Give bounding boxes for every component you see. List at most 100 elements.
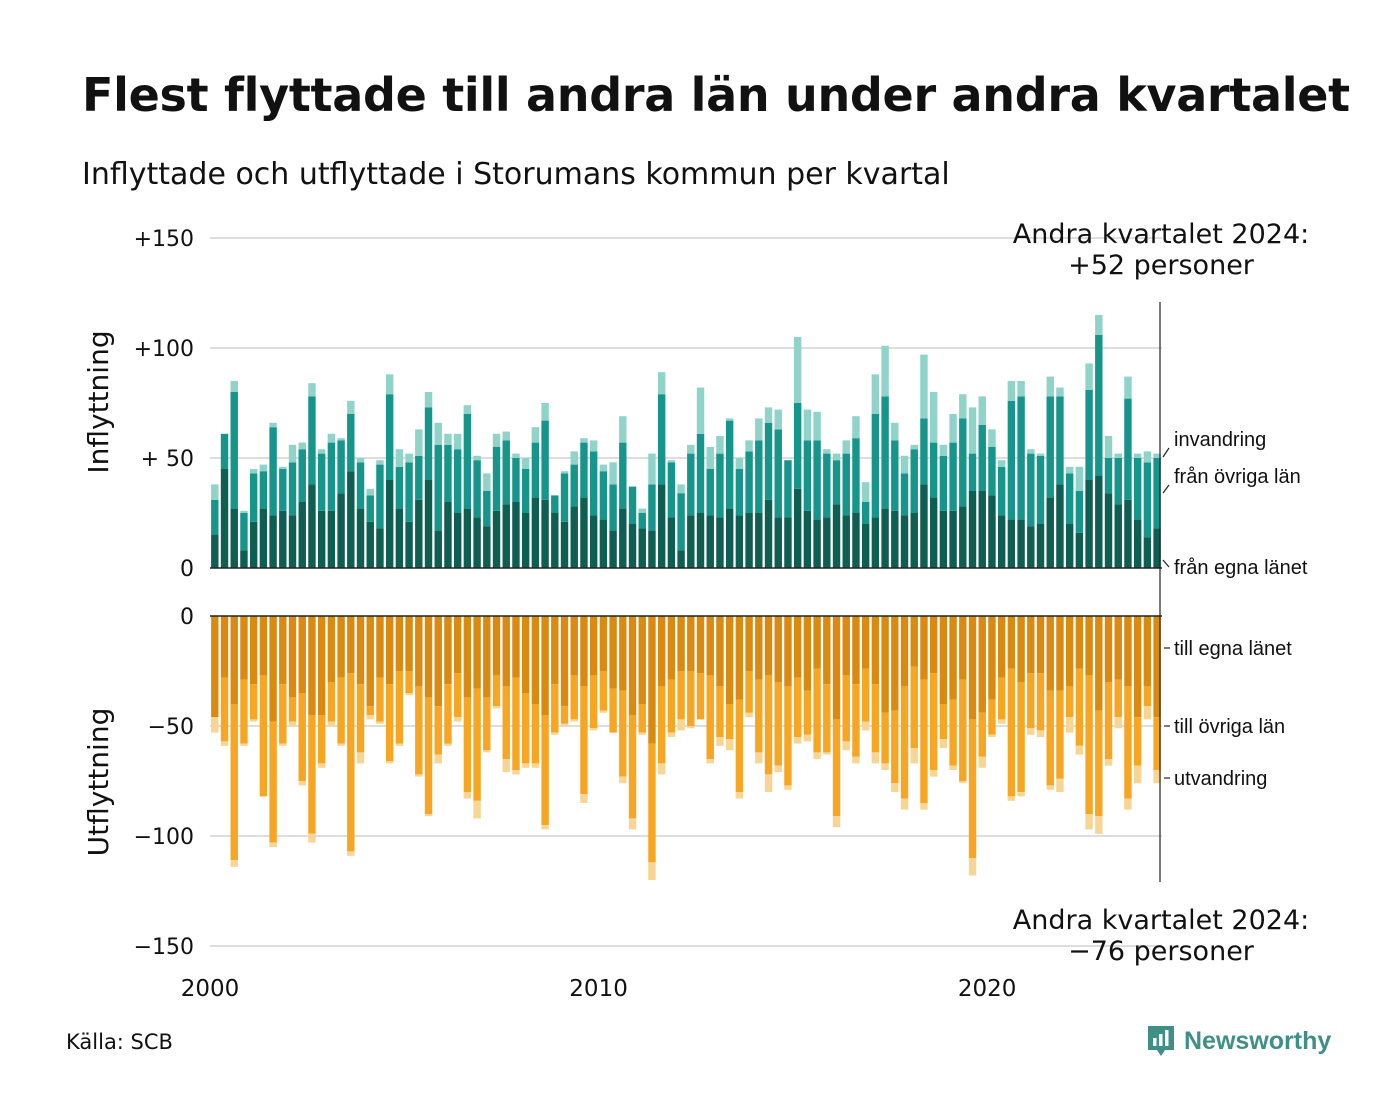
bar-outflow-other-counties xyxy=(784,686,792,786)
bar-outflow-other-counties xyxy=(978,712,986,757)
bar-outflow-emigration xyxy=(706,759,714,764)
bar-inflow-own-county xyxy=(337,493,345,568)
bar-inflow-immigration xyxy=(900,455,909,474)
bar-outflow-own-county xyxy=(1036,616,1045,674)
bar-inflow-other-counties xyxy=(1095,334,1103,476)
bar-inflow-other-counties xyxy=(900,473,909,516)
bar-inflow-own-county xyxy=(308,484,316,568)
bar-inflow-immigration xyxy=(1027,449,1035,454)
bar-inflow-own-county xyxy=(755,513,763,568)
bar-outflow-emigration xyxy=(803,734,812,742)
bar-outflow-other-counties xyxy=(240,679,248,744)
bar-inflow-other-counties xyxy=(735,469,744,516)
bar-inflow-other-counties xyxy=(327,442,336,511)
bar-outflow-other-counties xyxy=(764,675,773,775)
bar-outflow-other-counties xyxy=(453,673,462,718)
bar-outflow-emigration xyxy=(405,693,413,696)
bar-inflow-immigration xyxy=(580,438,588,443)
bar-outflow-other-counties xyxy=(288,697,297,722)
bar-outflow-own-county xyxy=(1056,616,1064,691)
bar-inflow-immigration xyxy=(793,337,802,403)
bar-outflow-other-counties xyxy=(337,677,345,744)
bar-outflow-other-counties xyxy=(512,677,520,770)
bar-inflow-other-counties xyxy=(609,484,617,531)
bar-inflow-other-counties xyxy=(1056,396,1064,485)
bar-outflow-own-county xyxy=(881,616,889,713)
bar-outflow-emigration xyxy=(453,717,462,722)
bar-outflow-own-county xyxy=(667,616,676,680)
bar-outflow-own-county xyxy=(1027,616,1035,674)
bar-inflow-own-county xyxy=(405,521,413,568)
bar-inflow-other-counties xyxy=(842,453,850,516)
bar-outflow-emigration xyxy=(1124,798,1132,810)
bar-outflow-emigration xyxy=(366,715,374,720)
bar-inflow-other-counties xyxy=(1046,396,1054,498)
bar-inflow-own-county xyxy=(793,488,802,568)
bar-inflow-other-counties xyxy=(356,462,365,509)
bar-outflow-emigration xyxy=(288,721,297,726)
bar-inflow-other-counties xyxy=(279,469,287,511)
bar-outflow-own-county xyxy=(803,616,812,691)
bar-outflow-own-county xyxy=(648,616,656,744)
bar-outflow-other-counties xyxy=(939,704,948,740)
bar-outflow-other-counties xyxy=(551,684,559,733)
bar-outflow-emigration xyxy=(745,712,753,718)
bar-inflow-own-county xyxy=(1017,519,1025,568)
bar-outflow-own-county xyxy=(347,616,355,674)
bar-inflow-own-county xyxy=(230,508,238,568)
bar-inflow-immigration xyxy=(716,436,724,454)
bar-outflow-emigration xyxy=(881,763,889,770)
bar-outflow-other-counties xyxy=(317,715,326,764)
bar-outflow-other-counties xyxy=(366,706,374,715)
bar-inflow-other-counties xyxy=(1133,458,1142,520)
bar-outflow-other-counties xyxy=(279,684,287,744)
bar-inflow-other-counties xyxy=(366,495,374,522)
bar-inflow-other-counties xyxy=(725,420,734,509)
bar-inflow-other-counties xyxy=(1143,462,1152,538)
chart-subtitle: Inflyttade och utflyttade i Storumans ko… xyxy=(82,157,950,192)
bar-inflow-own-county xyxy=(395,508,404,568)
bar-outflow-emigration xyxy=(939,739,948,748)
bar-inflow-other-counties xyxy=(793,403,802,489)
bar-inflow-own-county xyxy=(939,510,948,568)
bar-inflow-own-county xyxy=(1007,519,1016,568)
bar-inflow-own-county xyxy=(725,508,734,568)
bar-inflow-other-counties xyxy=(483,491,491,527)
bar-inflow-immigration xyxy=(463,405,472,414)
bar-inflow-own-county xyxy=(366,521,374,568)
bar-inflow-immigration xyxy=(211,484,219,500)
bar-outflow-emigration xyxy=(997,719,1006,724)
bar-outflow-other-counties xyxy=(910,666,918,748)
bar-outflow-other-counties xyxy=(929,673,938,770)
bar-outflow-other-counties xyxy=(541,715,549,825)
bar-inflow-own-county xyxy=(463,508,472,568)
bar-inflow-immigration xyxy=(609,462,617,485)
bar-outflow-emigration xyxy=(793,737,802,744)
bar-outflow-emigration xyxy=(900,798,909,810)
bar-inflow-other-counties xyxy=(589,451,598,516)
bar-outflow-emigration xyxy=(1017,792,1025,797)
bar-outflow-own-county xyxy=(861,616,870,669)
bar-inflow-other-counties xyxy=(852,438,860,513)
bar-outflow-emigration xyxy=(415,774,423,777)
bar-inflow-other-counties xyxy=(774,429,782,518)
bar-outflow-emigration xyxy=(1085,814,1093,830)
bar-inflow-own-county xyxy=(667,517,676,568)
bar-outflow-emigration xyxy=(521,763,530,768)
bar-outflow-other-counties xyxy=(988,699,996,735)
y-tick-label-top: +150 xyxy=(134,227,194,252)
bar-inflow-immigration xyxy=(512,453,520,458)
bar-inflow-other-counties xyxy=(988,447,996,496)
bar-inflow-other-counties xyxy=(696,433,705,513)
y-axis-title-outflow: Utflyttning xyxy=(82,708,115,857)
bar-inflow-own-county xyxy=(920,484,928,568)
bar-outflow-other-counties xyxy=(871,684,880,753)
bar-inflow-other-counties xyxy=(1153,458,1161,529)
bar-inflow-other-counties xyxy=(716,453,724,518)
bar-inflow-own-county xyxy=(803,510,812,568)
bar-outflow-emigration xyxy=(823,752,831,755)
bar-inflow-other-counties xyxy=(385,394,394,480)
bar-outflow-emigration xyxy=(988,734,996,737)
bar-inflow-other-counties xyxy=(920,418,928,485)
bar-inflow-own-county xyxy=(978,491,986,568)
